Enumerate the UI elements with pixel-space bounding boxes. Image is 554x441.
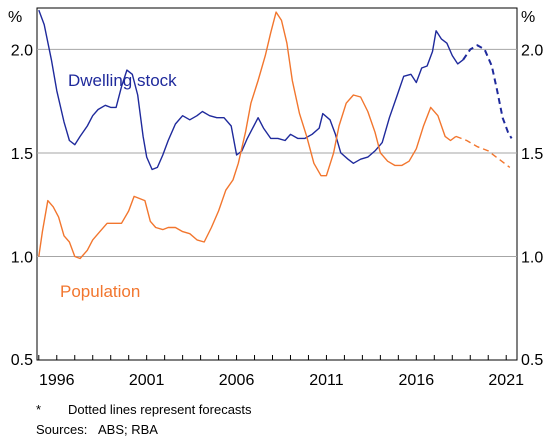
dwelling-stock-actual-line (38, 9, 464, 171)
population-actual-line (38, 11, 457, 260)
footnote: * Dotted lines represent forecasts (36, 400, 252, 420)
x-tick-label: 2016 (399, 372, 435, 389)
x-tick-label: 2021 (488, 372, 524, 389)
y-tick-label-right: 2.0 (521, 42, 543, 59)
population-forecast-line (455, 135, 511, 168)
y-tick-label-left: 0.5 (11, 352, 33, 369)
population-label: Population (60, 282, 140, 301)
chart-notes: * Dotted lines represent forecasts Source… (36, 400, 252, 440)
x-tick-label: 2001 (129, 372, 165, 389)
y-tick-label-right: 1.5 (521, 146, 543, 163)
y-tick-label-right: 0.5 (521, 352, 543, 369)
footnote-text: Dotted lines represent forecasts (68, 402, 252, 417)
x-tick-label: 2011 (309, 372, 344, 389)
plot-frame (36, 7, 518, 361)
gridlines (37, 48, 517, 257)
left-unit-label: % (8, 9, 22, 26)
series-lines (38, 9, 513, 260)
sources: Sources: ABS; RBA (36, 420, 252, 440)
y-tick-label-left: 1.0 (11, 249, 33, 266)
right-unit-label: % (521, 9, 535, 26)
axis-ticks: 2.0 2.0 1.5 1.5 1.0 1.0 0.5 0.5 1996 2001 2006 2011… (11, 42, 544, 389)
y-tick-label-right: 1.0 (521, 249, 543, 266)
sources-text: ABS; RBA (98, 422, 158, 437)
dwelling-stock-forecast-line (462, 44, 513, 139)
footnote-marker: * (36, 402, 42, 417)
y-tick-label-left: 1.5 (11, 146, 33, 163)
line-chart: 2.0 2.0 1.5 1.5 1.0 1.0 0.5 0.5 1996 2001 2006 2011… (8, 7, 544, 389)
x-tick-label: 2006 (219, 372, 255, 389)
x-tick-label: 1996 (39, 372, 75, 389)
y-tick-label-left: 2.0 (11, 42, 33, 59)
sources-label: Sources: (36, 422, 88, 437)
dwelling-stock-label: Dwelling stock (68, 71, 177, 90)
